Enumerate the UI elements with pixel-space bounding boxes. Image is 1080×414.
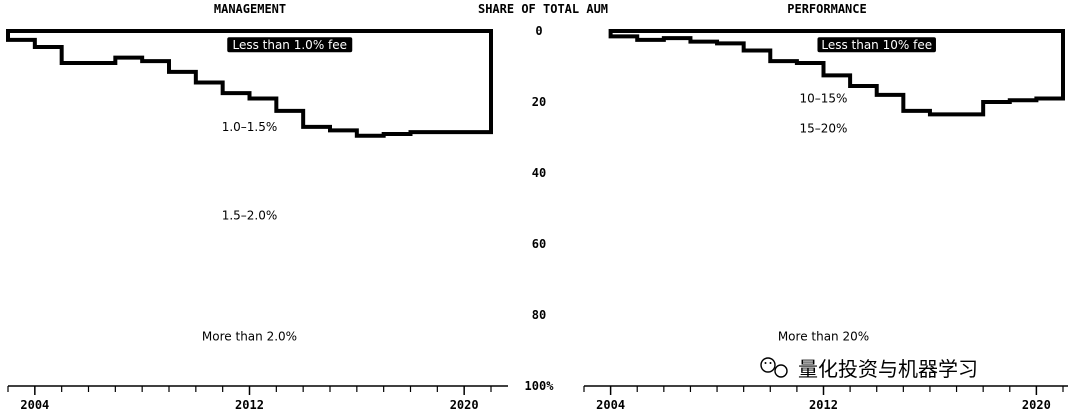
x-tick-label: 2020 (450, 398, 479, 412)
x-tick-label: 2004 (20, 398, 49, 412)
y-tick-label: 0 (535, 24, 542, 38)
series-step-outline (6, 29, 493, 138)
performance-panel: 2004 2012 2020 Less than 10% fee 10–15% 15–20… (583, 29, 1068, 412)
band-label: 1.5–2.0% (222, 209, 278, 223)
performance-panel-title: PERFORMANCE (787, 2, 866, 16)
band-label: 1.0–1.5% (222, 120, 278, 134)
wechat-icon (760, 357, 788, 378)
x-tick-label: 2012 (235, 398, 264, 412)
band-label: 10–15% (800, 91, 848, 105)
series-label-badge (817, 37, 936, 53)
band-label: More than 2.0% (202, 329, 297, 343)
watermark: 量化投资与机器学习 (760, 357, 978, 381)
series-step-outline (608, 29, 1065, 117)
y-tick-label: 40 (532, 166, 546, 180)
y-axis-ticks: 0 20 40 60 80 100% (525, 24, 555, 393)
y-tick-label: 100% (525, 379, 555, 393)
series-label: Less than 10% fee (821, 38, 932, 52)
management-panel: 2004 2012 2020 Less than 1.0% fee 1.0–1.5% 1.… (6, 29, 508, 412)
management-panel-title: MANAGEMENT (214, 2, 286, 16)
y-tick-label: 60 (532, 237, 546, 251)
y-tick-label: 80 (532, 308, 546, 322)
band-label: 15–20% (800, 122, 848, 136)
watermark-text: 量化投资与机器学习 (798, 357, 978, 381)
x-tick-label: 2020 (1022, 398, 1051, 412)
y-tick-label: 20 (532, 95, 546, 109)
series-label-badge (227, 37, 353, 53)
series-label: Less than 1.0% fee (232, 38, 347, 52)
x-tick-label: 2012 (809, 398, 838, 412)
band-label: More than 20% (778, 329, 869, 343)
y-axis-title: SHARE OF TOTAL AUM (478, 2, 608, 16)
x-tick-label: 2004 (596, 398, 625, 412)
